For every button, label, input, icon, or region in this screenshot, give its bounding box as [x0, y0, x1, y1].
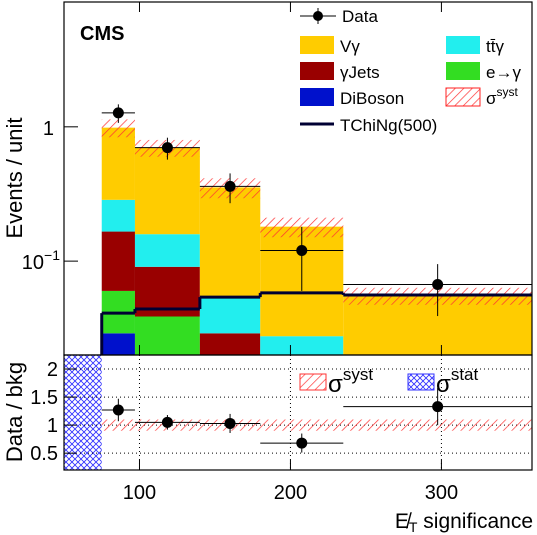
data-point [161, 142, 173, 154]
stack-bar [101, 199, 135, 232]
legend-swatch [407, 373, 435, 391]
data-point [224, 180, 236, 192]
syst-band [101, 119, 135, 138]
legend-swatch [300, 36, 334, 54]
data-point [161, 416, 173, 428]
y-tick-label: 1 [43, 118, 54, 140]
y-axis-label: Events / unit [2, 117, 27, 238]
legend-symbol: σ [486, 89, 497, 108]
stack-bar [260, 336, 344, 355]
stack-bar [101, 127, 135, 200]
legend-symbol: σ [328, 371, 343, 398]
x-tick-label: 300 [425, 482, 458, 504]
stack-bar [199, 333, 261, 355]
legend-label: Vγ [340, 37, 360, 56]
y-tick-label: 0.5 [30, 443, 58, 465]
data-point [224, 417, 236, 429]
stack-bar [134, 234, 200, 267]
legend-swatch [446, 62, 480, 80]
legend-label: σstat [436, 365, 478, 398]
legend-swatch [299, 373, 327, 391]
x-label-symbol: E̸ [395, 510, 412, 533]
stat-band [64, 355, 102, 470]
legend-label: e→γ [486, 63, 521, 82]
y-tick-label: 10−1 [22, 247, 60, 274]
x-tick-label: 200 [274, 482, 307, 504]
legend-sup: syst [343, 365, 374, 384]
y-tick-label: 1.5 [30, 387, 58, 409]
legend-sup: stat [451, 365, 479, 384]
data-point [432, 278, 444, 290]
experiment-label: CMS [80, 23, 124, 45]
legend-swatch [300, 88, 334, 106]
data-point [112, 404, 124, 416]
y-tick-exponent: −1 [44, 247, 60, 263]
legend-label: TChiNg(500) [340, 116, 437, 135]
lower-frame [63, 354, 533, 471]
stack-bar [134, 147, 200, 235]
data-point [112, 107, 124, 119]
legend-label: Data [342, 7, 378, 26]
legend-sup: syst [497, 85, 519, 99]
x-tick-label: 100 [123, 482, 156, 504]
y-tick-base: 10 [22, 252, 44, 274]
legend-symbol: σ [436, 371, 451, 398]
data-point [432, 401, 444, 413]
legend-swatch [300, 62, 334, 80]
y-tick-label: 2 [47, 359, 58, 381]
y-tick-label: 1 [47, 415, 58, 437]
ratio-syst-band [101, 419, 532, 431]
x-label-text: significance [417, 510, 533, 533]
stack-bar [101, 231, 135, 291]
stack-bar [101, 333, 135, 355]
x-axis-label: E̸T significance [395, 510, 533, 535]
stack-bar [199, 297, 261, 334]
stack-bar [134, 316, 200, 355]
data-point [296, 437, 308, 449]
legend-label: σsyst [486, 85, 519, 108]
data-point [296, 244, 308, 256]
legend-swatch [446, 36, 480, 54]
stack-bar [199, 187, 261, 298]
legend-label: σsyst [328, 365, 373, 398]
x-label-subscript: T [409, 519, 418, 535]
legend-label: γJets [340, 63, 380, 82]
legend-label: DiBoson [340, 89, 404, 108]
legend-data-marker [313, 11, 323, 21]
legend-swatch [445, 87, 481, 107]
ratio-y-axis-label: Data / bkg [2, 362, 27, 462]
legend-label: tt̄γ [486, 37, 504, 56]
